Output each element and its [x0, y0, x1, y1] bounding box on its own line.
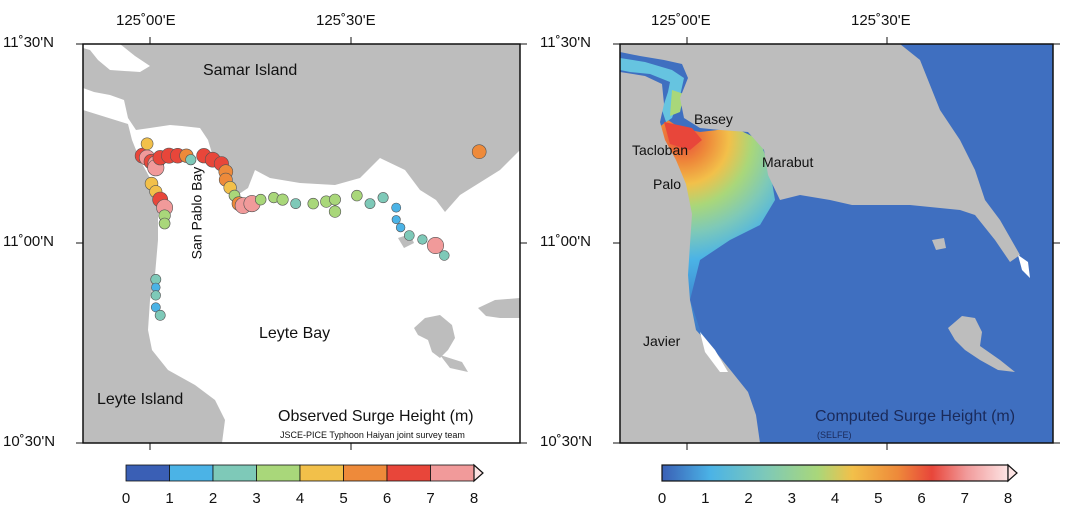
observation-point	[150, 290, 161, 301]
island-east	[414, 315, 455, 358]
observation-point	[158, 217, 171, 230]
observation-point	[351, 189, 363, 202]
observed-colorbar-tick-3: 3	[252, 490, 261, 507]
observation-point	[439, 250, 450, 261]
colorbar-segment	[212, 464, 257, 482]
observed-colorbar	[125, 464, 475, 482]
left-lat-tick-11-00: 11˚00'N	[3, 233, 54, 250]
computed-colorbar-tick-4: 4	[830, 490, 840, 507]
label-basey: Basey	[694, 111, 733, 127]
colorbar-segment	[430, 464, 475, 482]
right-lon-tick-125-30: 125˚30'E	[851, 12, 911, 29]
observation-points	[134, 137, 487, 321]
left-lat-tick-11-30: 11˚30'N	[3, 34, 54, 51]
observed-colorbar-tick-5: 5	[339, 490, 348, 507]
observation-point	[364, 198, 376, 209]
left-lat-tick-10-30: 10˚30'N	[3, 433, 56, 450]
computed-map	[613, 37, 1060, 450]
observation-point	[377, 192, 389, 204]
computed-colorbar-tick-0: 0	[657, 490, 667, 507]
observed-colorbar-tick-7: 7	[426, 490, 435, 507]
observed-colorbar-tick-0: 0	[121, 490, 131, 507]
label-samar-island: Samar Island	[203, 62, 298, 79]
observation-point	[328, 205, 342, 218]
observation-point	[417, 234, 428, 245]
observation-point	[329, 193, 341, 206]
colorbar-segment	[169, 464, 214, 482]
leyte-land-computed	[620, 72, 760, 443]
right-lat-tick-11-00: 11˚00'N	[540, 233, 591, 250]
observation-point	[403, 230, 415, 241]
observation-point	[140, 137, 154, 151]
observation-point	[307, 197, 319, 210]
computed-title: Computed Surge Height (m)	[815, 408, 1016, 425]
computed-colorbar-tick-2: 2	[744, 490, 753, 507]
label-san-pablo-bay: San Pablo Bay	[188, 166, 205, 260]
left-lon-tick-125-30: 125˚30'E	[316, 12, 376, 29]
colorbar-segment	[256, 464, 301, 482]
observation-point	[255, 193, 267, 206]
observed-credit: JSCE-PICE Typhoon Haiyan joint survey te…	[280, 430, 465, 440]
computed-credit: (SELFE)	[817, 430, 852, 440]
observation-point	[154, 309, 166, 321]
observed-title: Observed Surge Height (m)	[278, 408, 474, 425]
label-tacloban: Tacloban	[632, 142, 689, 158]
samar-land	[83, 44, 520, 212]
label-leyte-bay: Leyte Bay	[259, 325, 331, 342]
computed-colorbar-tick-7: 7	[960, 490, 969, 507]
observed-colorbar-tick-4: 4	[295, 490, 305, 507]
island-tail	[440, 355, 468, 372]
observed-map	[76, 37, 527, 450]
colorbar-segment	[343, 464, 388, 482]
colorbar-segment	[386, 464, 431, 482]
samar-bay-inlet	[83, 44, 150, 72]
right-lat-tick-11-30: 11˚30'N	[540, 34, 591, 51]
right-lat-tick-10-30: 10˚30'N	[540, 433, 593, 450]
colorbar-segment	[125, 464, 170, 482]
observation-point	[471, 144, 487, 159]
samar-land-computed	[620, 44, 1020, 262]
observation-point	[391, 215, 401, 225]
observation-point	[395, 222, 406, 233]
left-lon-tick-125-00: 125˚00'E	[116, 12, 176, 29]
observation-point	[391, 202, 402, 213]
computed-colorbar	[661, 463, 1018, 483]
label-palo: Palo	[653, 176, 682, 192]
label-javier: Javier	[643, 333, 681, 349]
computed-colorbar-tick-5: 5	[874, 490, 883, 507]
observed-colorbar-tick-8: 8	[469, 490, 479, 507]
observed-colorbar-tick-6: 6	[382, 490, 392, 507]
computed-colorbar-tick-3: 3	[787, 490, 796, 507]
observation-point	[290, 198, 302, 209]
observation-point	[185, 154, 197, 166]
computed-colorbar-tick-1: 1	[701, 490, 710, 507]
island-east-computed	[948, 316, 1015, 372]
observed-colorbar-tick-2: 2	[208, 490, 218, 507]
observation-point	[276, 193, 289, 206]
island-east-2	[478, 298, 520, 318]
observed-colorbar-tick-1: 1	[165, 490, 174, 507]
observation-point	[150, 302, 161, 313]
surge-channel	[620, 58, 684, 122]
computed-colorbar-tick-8: 8	[1003, 490, 1013, 507]
computed-colorbar-tick-6: 6	[917, 490, 926, 507]
label-marabut: Marabut	[762, 154, 814, 170]
label-leyte-island: Leyte Island	[97, 391, 184, 408]
observation-point	[426, 237, 444, 255]
right-lon-tick-125-00: 125˚00'E	[651, 12, 711, 29]
colorbar-segment	[299, 464, 344, 482]
